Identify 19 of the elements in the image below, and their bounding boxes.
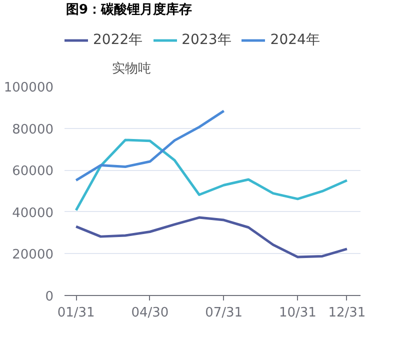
y-tick-label: 80000 bbox=[12, 122, 54, 138]
y-tick-label: 40000 bbox=[12, 206, 54, 221]
legend-label: 2024年 bbox=[270, 31, 320, 49]
x-tick-label: 01/31 bbox=[57, 306, 95, 320]
y-axis-title: 实物吨 bbox=[112, 62, 152, 76]
line-series bbox=[74, 110, 226, 182]
legend-label: 2022年 bbox=[93, 31, 143, 49]
x-tick-label: 07/31 bbox=[205, 306, 243, 320]
y-tick-label: 100000 bbox=[4, 80, 54, 96]
x-tick-label: 04/30 bbox=[131, 306, 169, 320]
y-tick-label: 0 bbox=[45, 290, 54, 304]
chart-title: 图9：碳酸锂月度库存 bbox=[66, 2, 192, 18]
line-series bbox=[74, 138, 348, 212]
line-series bbox=[74, 216, 348, 258]
x-tick-label: 10/31 bbox=[278, 306, 316, 320]
y-tick-label: 20000 bbox=[12, 248, 54, 263]
y-tick-label: 60000 bbox=[12, 164, 54, 180]
legend-label: 2023年 bbox=[182, 31, 232, 49]
x-tick-label: 12/31 bbox=[328, 306, 366, 320]
